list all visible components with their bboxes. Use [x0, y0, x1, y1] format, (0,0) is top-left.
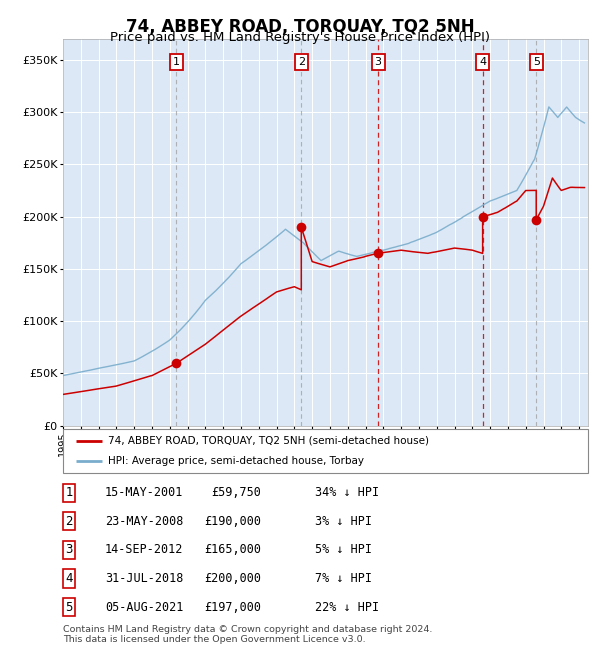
Text: 15-MAY-2001: 15-MAY-2001 [105, 486, 184, 499]
Text: 1: 1 [65, 486, 73, 499]
Text: 3% ↓ HPI: 3% ↓ HPI [315, 515, 372, 528]
Text: 4: 4 [65, 572, 73, 585]
Text: 3: 3 [65, 543, 73, 556]
Text: 34% ↓ HPI: 34% ↓ HPI [315, 486, 379, 499]
Text: 7% ↓ HPI: 7% ↓ HPI [315, 572, 372, 585]
Text: £165,000: £165,000 [204, 543, 261, 556]
Text: 23-MAY-2008: 23-MAY-2008 [105, 515, 184, 528]
Text: HPI: Average price, semi-detached house, Torbay: HPI: Average price, semi-detached house,… [107, 456, 364, 466]
Text: 5% ↓ HPI: 5% ↓ HPI [315, 543, 372, 556]
Text: Contains HM Land Registry data © Crown copyright and database right 2024.
This d: Contains HM Land Registry data © Crown c… [63, 625, 433, 644]
Text: £197,000: £197,000 [204, 601, 261, 614]
Text: 05-AUG-2021: 05-AUG-2021 [105, 601, 184, 614]
Text: 31-JUL-2018: 31-JUL-2018 [105, 572, 184, 585]
Text: 14-SEP-2012: 14-SEP-2012 [105, 543, 184, 556]
Text: 2: 2 [65, 515, 73, 528]
Text: £200,000: £200,000 [204, 572, 261, 585]
Text: Price paid vs. HM Land Registry's House Price Index (HPI): Price paid vs. HM Land Registry's House … [110, 31, 490, 44]
Text: 74, ABBEY ROAD, TORQUAY, TQ2 5NH: 74, ABBEY ROAD, TORQUAY, TQ2 5NH [125, 18, 475, 36]
Text: £59,750: £59,750 [211, 486, 261, 499]
Text: 5: 5 [533, 57, 540, 67]
Text: 2: 2 [298, 57, 305, 67]
Text: 5: 5 [65, 601, 73, 614]
Text: £190,000: £190,000 [204, 515, 261, 528]
Text: 4: 4 [479, 57, 486, 67]
FancyBboxPatch shape [63, 429, 588, 473]
Text: 74, ABBEY ROAD, TORQUAY, TQ2 5NH (semi-detached house): 74, ABBEY ROAD, TORQUAY, TQ2 5NH (semi-d… [107, 436, 428, 446]
Text: 22% ↓ HPI: 22% ↓ HPI [315, 601, 379, 614]
Text: 1: 1 [173, 57, 180, 67]
Text: 3: 3 [374, 57, 382, 67]
